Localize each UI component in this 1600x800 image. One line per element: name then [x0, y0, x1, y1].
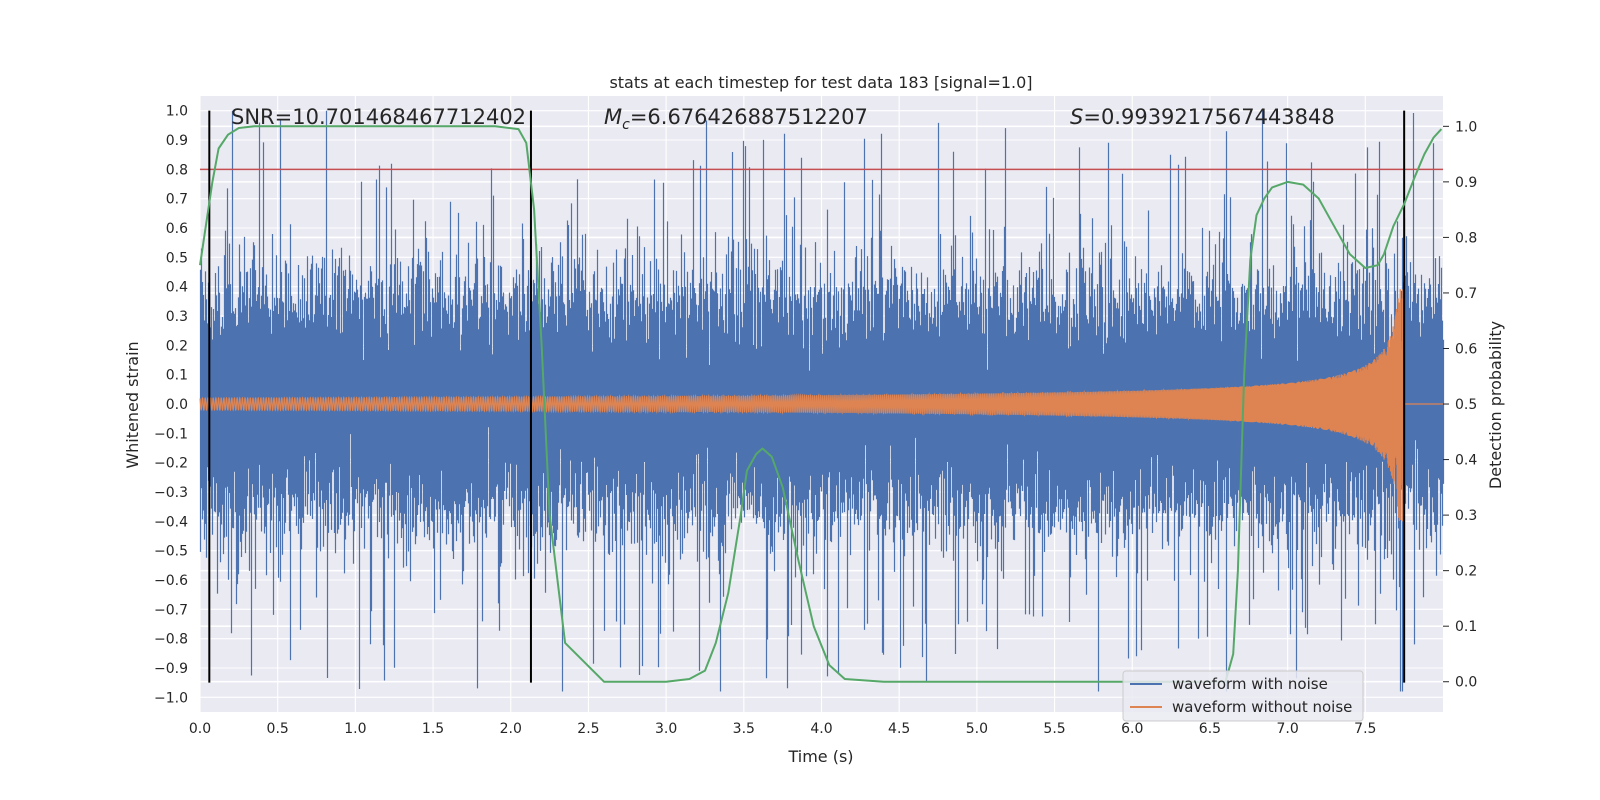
y2-tick-label: 0.5 — [1455, 397, 1477, 413]
chirp-mass-symbol: M — [604, 105, 622, 129]
x-tick-label: 3.5 — [733, 721, 755, 737]
x-tick-label: 3.0 — [655, 721, 677, 737]
clean-waveform-path — [199, 289, 1443, 522]
detection-probability-path — [199, 125, 1443, 683]
y2-axis-label: Detection probability — [1486, 321, 1505, 489]
ticks: 0.0 0.5 1.0 1.5 2.0 2.5 3.0 3.5 4.0 4.5 5.0 5.5 6.0 6… — [154, 104, 1477, 737]
x-tick-label: 6.5 — [1199, 721, 1221, 737]
y2-tick-label: 0.4 — [1455, 453, 1477, 469]
chirp-mass-subscript: c — [622, 117, 630, 133]
chirp-mass-value: =6.676426887512207 — [630, 105, 868, 129]
y-tick-label: 0.8 — [166, 162, 188, 178]
s-symbol: S — [1070, 105, 1083, 129]
x-tick-label: 7.5 — [1354, 721, 1376, 737]
y-tick-label: −0.8 — [154, 632, 188, 648]
y-tick-label: −0.3 — [154, 485, 188, 501]
legend: waveform with noise waveform without noi… — [1122, 670, 1364, 722]
snr-annotation: SNR=10.701468467712402 — [231, 105, 526, 129]
x-tick-label: 0.0 — [189, 721, 211, 737]
y2-tick-label: 0.8 — [1455, 230, 1477, 246]
y2-tick-label: 0.9 — [1455, 175, 1477, 191]
y-tick-label: 0.4 — [166, 280, 188, 296]
y2-tick-label: 0.1 — [1455, 619, 1477, 635]
y2-tick-label: 0.0 — [1455, 675, 1477, 691]
series-detection-probability — [199, 125, 1443, 683]
x-tick-label: 4.0 — [810, 721, 832, 737]
y-tick-label: −0.4 — [154, 514, 188, 530]
y-tick-label: −0.9 — [154, 661, 188, 677]
y-tick-label: 0.2 — [166, 338, 188, 354]
y-tick-label: 0.6 — [166, 221, 188, 237]
y2-tick-label: 0.3 — [1455, 508, 1477, 524]
y-axis-label: Whitened strain — [123, 341, 142, 468]
x-tick-label: 4.5 — [888, 721, 910, 737]
y-tick-label: 0.5 — [166, 250, 188, 266]
y-tick-label: 0.0 — [166, 397, 188, 413]
x-tick-label: 1.0 — [344, 721, 366, 737]
s-annotation: S=0.9939217567443848 — [1070, 105, 1335, 129]
y-tick-label: −0.1 — [154, 426, 188, 442]
y-tick-label: −0.6 — [154, 573, 188, 589]
x-axis-label: Time (s) — [787, 747, 853, 766]
legend-label-noise: waveform with noise — [1172, 675, 1328, 693]
y-tick-label: −1.0 — [154, 690, 188, 706]
x-tick-label: 7.0 — [1276, 721, 1298, 737]
y-tick-label: 0.9 — [166, 133, 188, 149]
y-tick-label: 0.3 — [166, 309, 188, 325]
x-tick-label: 5.5 — [1043, 721, 1065, 737]
s-value: =0.9939217567443848 — [1083, 105, 1334, 129]
y-tick-label: −0.5 — [154, 544, 188, 560]
y-tick-label: 0.1 — [166, 368, 188, 384]
y-tick-label: 0.7 — [166, 192, 188, 208]
series-waveform-without-noise — [199, 289, 1443, 522]
x-tick-label: 0.5 — [267, 721, 289, 737]
chirp-mass-annotation: Mc=6.676426887512207 — [604, 105, 868, 133]
legend-box — [1122, 670, 1364, 722]
x-tick-label: 5.0 — [966, 721, 988, 737]
x-tick-label: 6.0 — [1121, 721, 1143, 737]
y2-tick-label: 0.6 — [1455, 341, 1477, 357]
y2-tick-label: 0.7 — [1455, 286, 1477, 302]
y-tick-label: −0.7 — [154, 602, 188, 618]
legend-label-clean: waveform without noise — [1172, 698, 1352, 716]
x-tick-label: 1.5 — [422, 721, 444, 737]
y2-tick-label: 1.0 — [1455, 119, 1477, 135]
chart-title: stats at each timestep for test data 183… — [609, 73, 1032, 92]
y2-tick-label: 0.2 — [1455, 564, 1477, 580]
x-tick-label: 2.5 — [577, 721, 599, 737]
x-tick-label: 2.0 — [500, 721, 522, 737]
y-tick-label: −0.2 — [154, 456, 188, 472]
y-tick-label: 1.0 — [166, 104, 188, 120]
